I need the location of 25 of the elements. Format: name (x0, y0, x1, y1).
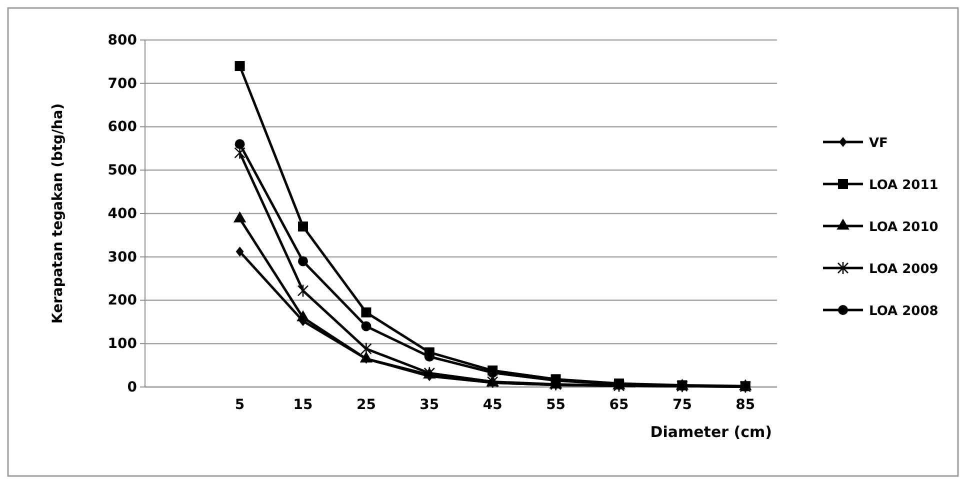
x-axis-title: Diameter (cm) (650, 423, 772, 441)
y-tick-label: 600 (108, 119, 138, 136)
x-tick-label: 55 (546, 396, 566, 413)
y-tick-label: 700 (108, 76, 138, 92)
y-axis-title: Kerapatan tegakan (btg/ha) (50, 103, 66, 324)
x-tick-label: 5 (234, 396, 245, 413)
legend-label: LOA 2010 (869, 220, 938, 235)
y-tick-label: 500 (108, 162, 138, 179)
x-tick-label: 15 (293, 396, 313, 413)
x-tick-label: 85 (736, 396, 756, 413)
y-tick-label: 0 (127, 379, 138, 396)
x-tick-label: 35 (420, 396, 440, 413)
y-tick-label: 800 (108, 32, 138, 48)
legend-label: LOA 2008 (869, 304, 938, 319)
x-tick-label: 45 (482, 396, 502, 413)
y-tick-label: 400 (108, 206, 138, 222)
y-tick-label: 200 (108, 292, 138, 309)
legend-label: LOA 2011 (869, 178, 938, 193)
x-tick-label: 65 (609, 396, 629, 413)
y-tick-label: 100 (108, 336, 138, 352)
x-tick-label: 75 (672, 396, 692, 413)
x-tick-label: 25 (356, 396, 376, 413)
legend-label: LOA 2009 (869, 262, 938, 277)
legend-label: VF (869, 136, 888, 151)
y-tick-label: 300 (108, 249, 138, 266)
